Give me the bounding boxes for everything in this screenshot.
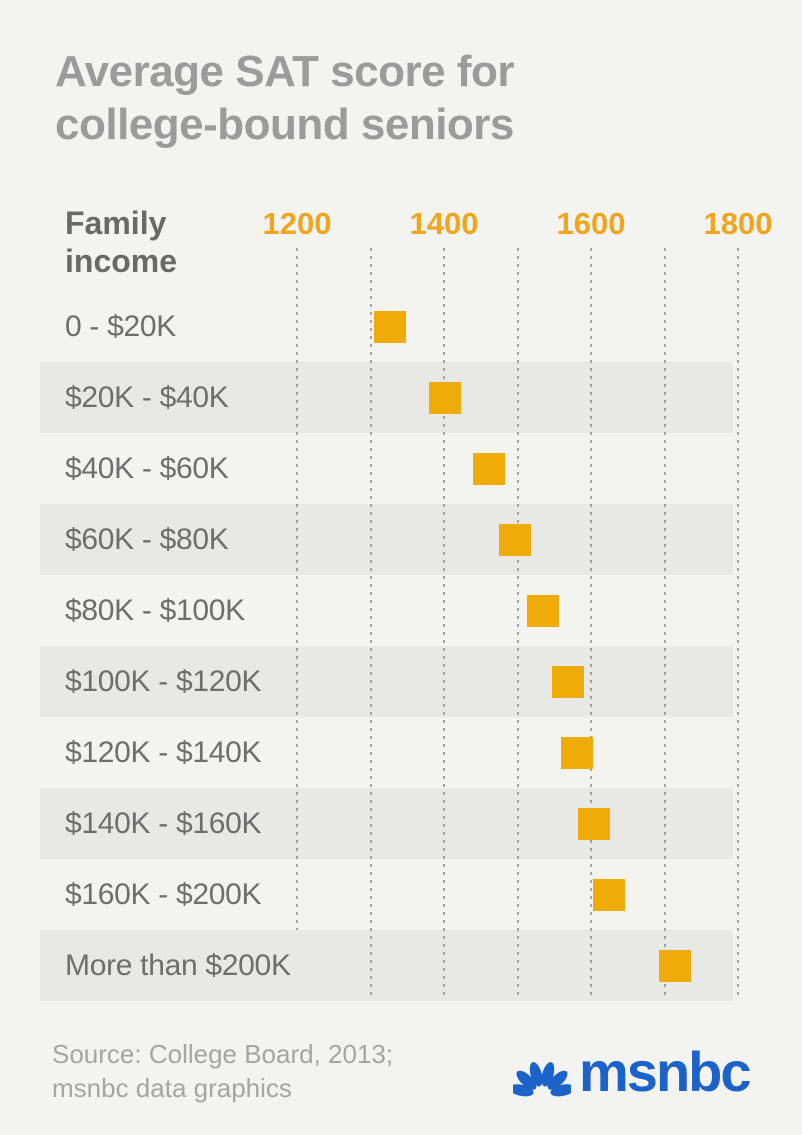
row-band: $60K - $80K — [40, 504, 733, 575]
source-note: Source: College Board, 2013; msnbc data … — [52, 1038, 393, 1106]
x-tick-label: 1600 — [556, 206, 626, 241]
data-marker — [561, 736, 594, 769]
row-band: $80K - $100K — [40, 575, 733, 646]
row-band: $120K - $140K — [40, 717, 733, 788]
source-note-line2: msnbc data graphics — [52, 1072, 292, 1103]
data-marker — [373, 310, 406, 343]
data-marker — [593, 878, 626, 911]
msnbc-logo: msnbc — [513, 1040, 751, 1104]
source-note-line1: Source: College Board, 2013; — [52, 1039, 394, 1069]
row-label: $60K - $80K — [65, 522, 229, 556]
gridline — [663, 248, 666, 998]
gridline — [443, 248, 445, 998]
data-marker — [429, 381, 462, 414]
gridline — [590, 248, 592, 998]
row-label: $140K - $160K — [65, 806, 262, 840]
row-label: 0 - $20K — [65, 309, 177, 343]
data-marker — [499, 523, 532, 556]
row-band: $40K - $60K — [40, 433, 733, 504]
row-label: $120K - $140K — [65, 735, 262, 769]
y-axis-header: Family income — [65, 205, 178, 280]
row-band: $140K - $160K — [40, 788, 733, 859]
gridline — [296, 248, 298, 930]
row-band: $20K - $40K — [40, 362, 733, 433]
chart-title: Average SAT score for college-bound seni… — [55, 47, 515, 149]
data-marker — [552, 665, 585, 698]
row-label: $100K - $120K — [65, 664, 262, 698]
x-tick-label: 1400 — [409, 206, 479, 241]
x-tick-label: 1800 — [703, 206, 773, 241]
data-marker — [472, 452, 505, 485]
row-label: More than $200K — [65, 948, 291, 982]
row-label: $80K - $100K — [65, 593, 245, 627]
row-label: $160K - $200K — [65, 877, 262, 911]
x-tick-label: 1200 — [262, 206, 332, 241]
row-band: More than $200K — [40, 930, 733, 1001]
gridline — [737, 248, 739, 998]
row-label: $40K - $60K — [65, 451, 229, 485]
row-band: 0 - $20K — [40, 291, 733, 362]
row-label: $20K - $40K — [65, 380, 229, 414]
row-band: $160K - $200K — [40, 859, 733, 930]
data-marker — [577, 807, 610, 840]
gridline — [369, 248, 372, 998]
data-marker — [658, 949, 691, 982]
peacock-icon — [513, 1062, 571, 1097]
msnbc-wordmark: msnbc — [579, 1040, 751, 1103]
gridline — [516, 248, 519, 998]
data-marker — [527, 594, 560, 627]
row-band: $100K - $120K — [40, 646, 733, 717]
